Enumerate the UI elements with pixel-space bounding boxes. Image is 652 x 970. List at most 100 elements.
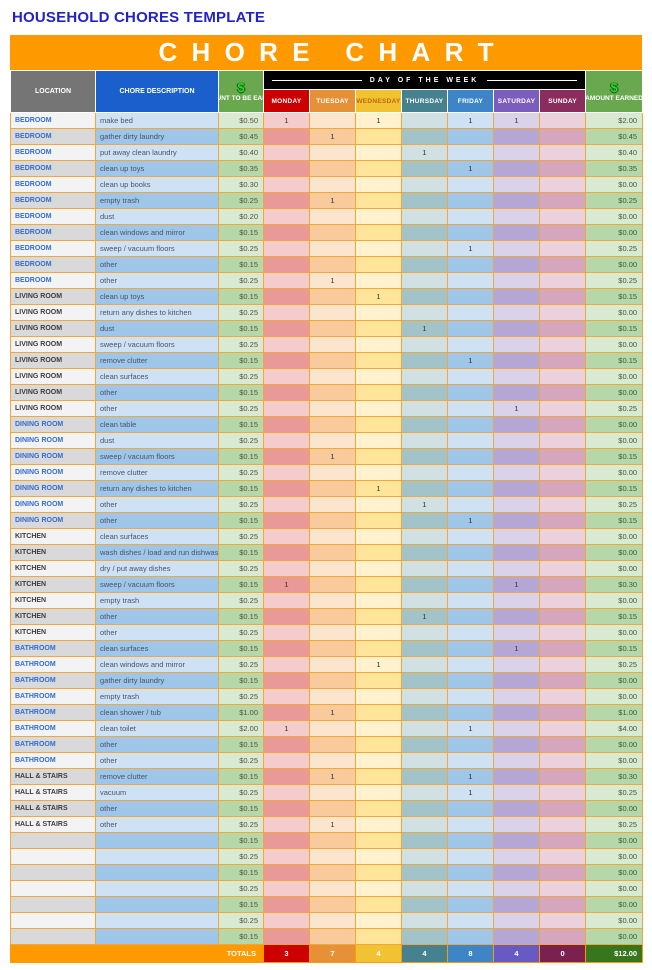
day-cell-wednesday[interactable]: [355, 304, 402, 321]
day-cell-wednesday[interactable]: [355, 432, 402, 449]
day-cell-friday[interactable]: [447, 400, 494, 417]
location-cell[interactable]: LIVING ROOM: [10, 320, 96, 337]
chore-cell[interactable]: clean up toys: [95, 288, 219, 305]
earned-cell[interactable]: $0.15: [585, 448, 644, 465]
location-cell[interactable]: KITCHEN: [10, 528, 96, 545]
earned-cell[interactable]: $0.00: [585, 560, 644, 577]
earned-cell[interactable]: $0.00: [585, 880, 644, 897]
location-cell[interactable]: HALL & STAIRS: [10, 800, 96, 817]
day-cell-sunday[interactable]: [538, 288, 587, 305]
amount-cell[interactable]: $0.25: [218, 240, 264, 257]
day-cell-monday[interactable]: [263, 128, 310, 145]
amount-cell[interactable]: $0.15: [218, 384, 264, 401]
day-cell-sunday[interactable]: [538, 656, 587, 673]
day-cell-tuesday[interactable]: [309, 528, 356, 545]
location-cell[interactable]: BEDROOM: [10, 272, 96, 289]
day-cell-thursday[interactable]: [401, 576, 448, 593]
day-cell-thursday[interactable]: [401, 736, 448, 753]
day-cell-thursday[interactable]: [401, 720, 448, 737]
day-cell-wednesday[interactable]: [355, 448, 402, 465]
day-cell-tuesday[interactable]: 1: [309, 448, 356, 465]
amount-cell[interactable]: $0.25: [218, 496, 264, 513]
day-cell-saturday[interactable]: [493, 368, 540, 385]
location-cell[interactable]: HALL & STAIRS: [10, 768, 96, 785]
chore-cell[interactable]: put away clean laundry: [95, 144, 219, 161]
day-cell-friday[interactable]: [447, 208, 494, 225]
day-cell-friday[interactable]: [447, 800, 494, 817]
day-cell-wednesday[interactable]: [355, 384, 402, 401]
day-cell-friday[interactable]: 1: [447, 768, 494, 785]
day-cell-tuesday[interactable]: [309, 800, 356, 817]
location-cell[interactable]: BEDROOM: [10, 128, 96, 145]
day-cell-monday[interactable]: [263, 688, 310, 705]
day-cell-sunday[interactable]: [538, 624, 587, 641]
location-cell[interactable]: [10, 912, 96, 929]
day-cell-saturday[interactable]: [493, 256, 540, 273]
day-cell-saturday[interactable]: [493, 224, 540, 241]
earned-cell[interactable]: $0.45: [585, 128, 644, 145]
day-cell-saturday[interactable]: [493, 912, 540, 929]
day-cell-monday[interactable]: [263, 848, 310, 865]
day-cell-thursday[interactable]: [401, 464, 448, 481]
location-cell[interactable]: DINING ROOM: [10, 512, 96, 529]
day-cell-friday[interactable]: [447, 368, 494, 385]
earned-cell[interactable]: $0.25: [585, 816, 644, 833]
amount-cell[interactable]: $0.25: [218, 192, 264, 209]
day-cell-tuesday[interactable]: 1: [309, 816, 356, 833]
day-cell-saturday[interactable]: [493, 192, 540, 209]
day-cell-tuesday[interactable]: [309, 368, 356, 385]
chore-cell[interactable]: clean surfaces: [95, 368, 219, 385]
day-cell-wednesday[interactable]: [355, 928, 402, 945]
day-cell-sunday[interactable]: [538, 352, 587, 369]
day-cell-friday[interactable]: [447, 624, 494, 641]
chore-cell[interactable]: [95, 896, 219, 913]
location-cell[interactable]: DINING ROOM: [10, 448, 96, 465]
day-cell-monday[interactable]: [263, 400, 310, 417]
amount-cell[interactable]: $0.25: [218, 560, 264, 577]
amount-cell[interactable]: $0.15: [218, 448, 264, 465]
amount-cell[interactable]: $0.50: [218, 112, 264, 129]
earned-cell[interactable]: $0.25: [585, 496, 644, 513]
day-cell-saturday[interactable]: [493, 240, 540, 257]
day-cell-sunday[interactable]: [538, 480, 587, 497]
day-cell-monday[interactable]: [263, 864, 310, 881]
day-cell-sunday[interactable]: [538, 848, 587, 865]
day-cell-thursday[interactable]: [401, 864, 448, 881]
day-cell-tuesday[interactable]: [309, 240, 356, 257]
day-cell-sunday[interactable]: [538, 800, 587, 817]
day-cell-tuesday[interactable]: [309, 336, 356, 353]
day-cell-friday[interactable]: [447, 384, 494, 401]
chore-cell[interactable]: other: [95, 816, 219, 833]
day-cell-tuesday[interactable]: [309, 880, 356, 897]
day-cell-monday[interactable]: [263, 304, 310, 321]
day-cell-sunday[interactable]: [538, 528, 587, 545]
location-cell[interactable]: [10, 832, 96, 849]
day-cell-saturday[interactable]: [493, 304, 540, 321]
day-cell-friday[interactable]: [447, 320, 494, 337]
earned-cell[interactable]: $0.25: [585, 272, 644, 289]
day-cell-saturday[interactable]: [493, 176, 540, 193]
day-cell-friday[interactable]: [447, 736, 494, 753]
day-cell-thursday[interactable]: [401, 224, 448, 241]
day-cell-saturday[interactable]: [493, 720, 540, 737]
day-cell-monday[interactable]: [263, 752, 310, 769]
earned-cell[interactable]: $1.00: [585, 704, 644, 721]
day-cell-sunday[interactable]: [538, 736, 587, 753]
day-cell-saturday[interactable]: [493, 592, 540, 609]
day-cell-tuesday[interactable]: [309, 464, 356, 481]
day-cell-wednesday[interactable]: [355, 320, 402, 337]
day-cell-wednesday[interactable]: [355, 752, 402, 769]
day-cell-thursday[interactable]: [401, 272, 448, 289]
location-cell[interactable]: LIVING ROOM: [10, 288, 96, 305]
earned-cell[interactable]: $0.00: [585, 912, 644, 929]
chore-cell[interactable]: other: [95, 800, 219, 817]
amount-cell[interactable]: $0.15: [218, 832, 264, 849]
day-cell-saturday[interactable]: [493, 832, 540, 849]
day-cell-saturday[interactable]: [493, 656, 540, 673]
day-cell-thursday[interactable]: [401, 416, 448, 433]
day-cell-wednesday[interactable]: [355, 624, 402, 641]
amount-cell[interactable]: $0.15: [218, 544, 264, 561]
day-cell-saturday[interactable]: [493, 432, 540, 449]
chore-cell[interactable]: clean table: [95, 416, 219, 433]
day-cell-sunday[interactable]: [538, 432, 587, 449]
